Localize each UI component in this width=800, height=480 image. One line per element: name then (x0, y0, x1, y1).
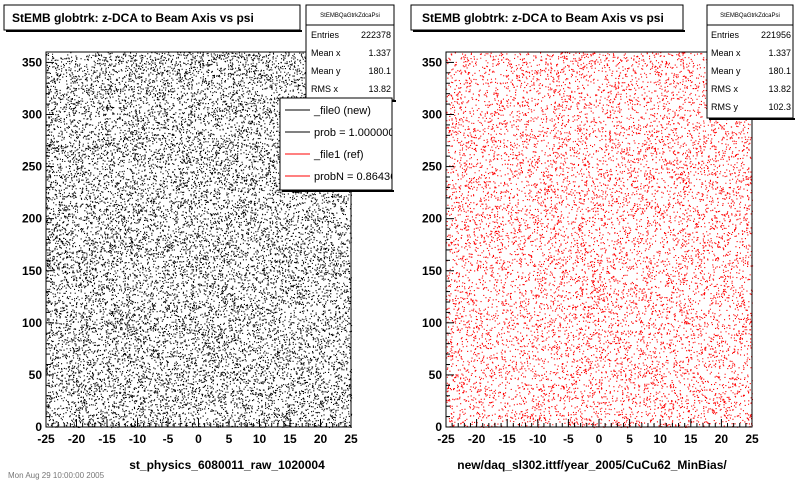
right-x-tick-label: -5 (563, 432, 574, 446)
right-stats-value: 13.82 (768, 84, 791, 94)
left-stats-value: 1.337 (368, 48, 391, 58)
left-stats-value: 13.82 (368, 84, 391, 94)
right-x-tick-label: 10 (654, 432, 668, 446)
right-x-tick-label: 20 (715, 432, 729, 446)
legend-entry-label: _file1 (ref) (313, 149, 364, 161)
left-stats-value: 180.1 (368, 66, 391, 76)
left-title: StEMB globtrk: z-DCA to Beam Axis vs psi (12, 11, 254, 25)
right-y-tick-label: 150 (422, 264, 442, 278)
right-title-box: StEMB globtrk: z-DCA to Beam Axis vs psi (410, 4, 685, 32)
right-stats-label: RMS y (711, 102, 739, 112)
right-y-tick-label: 200 (422, 212, 442, 226)
left-title-box: StEMB globtrk: z-DCA to Beam Axis vs psi (3, 4, 302, 32)
right-y-tick-label: 250 (422, 160, 442, 174)
left-plot-points (46, 52, 353, 429)
left-stats-label: Entries (311, 30, 340, 40)
left-x-tick-label: -15 (98, 432, 116, 446)
right-stats-value: 180.1 (768, 66, 791, 76)
left-scatter-markers (46, 52, 353, 429)
right-y-tick-label: 300 (422, 108, 442, 122)
right-scatter-markers (446, 52, 754, 429)
left-y-tick-label: 100 (22, 316, 42, 330)
footer-timestamp: Mon Aug 29 10:00:00 2005 (8, 471, 105, 480)
right-x-tick-labels: -25 -20 -15 -10 -5 0 5 10 15 20 25 (437, 432, 759, 446)
left-y-ticks (46, 51, 54, 428)
legend-entry-label: prob = 1.000000 (314, 127, 394, 139)
right-x-tick-label: -25 (437, 432, 455, 446)
right-title: StEMB globtrk: z-DCA to Beam Axis vs psi (422, 11, 664, 25)
right-y-tick-label: 50 (429, 368, 443, 382)
left-pad: -25 -20 -15 -10 -5 0 5 10 15 20 25 0 50 100 150 200 250… (3, 4, 402, 480)
right-x-tick-label: 0 (596, 432, 603, 446)
left-x-tick-label: 15 (283, 432, 297, 446)
left-stats-label: Mean x (311, 48, 341, 58)
right-stats-value: 221956 (761, 30, 791, 40)
right-plot-points (446, 52, 754, 429)
right-x-tick-label: 25 (745, 432, 759, 446)
right-stats-box: StEMBQaGtrkZdcaPsi Entries 221956 Mean x 1.… (706, 4, 795, 120)
left-y-tick-label: 350 (22, 55, 42, 69)
left-stats-value: 222378 (361, 30, 391, 40)
left-x-tick-label: -25 (37, 432, 55, 446)
left-y-tick-label: 300 (22, 108, 42, 122)
left-stats-name: StEMBQaGtrkZdcaPsi (320, 13, 380, 19)
left-x-tick-label: 0 (195, 432, 202, 446)
right-stats-label: Mean x (711, 48, 741, 58)
right-x-axis-label: new/daq_sl302.ittf/year_2005/CuCu62_MinB… (457, 458, 727, 472)
left-x-tick-label: 20 (314, 432, 328, 446)
left-stats-label: RMS x (311, 84, 339, 94)
left-y-tick-label: 200 (22, 212, 42, 226)
right-stats-label: RMS x (711, 84, 739, 94)
left-y-tick-label: 50 (29, 368, 43, 382)
right-stats-label: Mean y (711, 66, 741, 76)
right-stats-value: 1.337 (768, 48, 791, 58)
left-y-tick-labels: 0 50 100 150 200 250 300 350 (22, 55, 42, 434)
left-y-tick-label: 250 (22, 160, 42, 174)
right-x-tick-label: -10 (529, 432, 547, 446)
right-y-tick-label: 0 (435, 420, 442, 434)
left-stats-box: StEMBQaGtrkZdcaPsi Entries 222378 Mean x 1.… (305, 4, 396, 102)
right-pad: -25 -20 -15 -10 -5 0 5 10 15 20 25 0 50 100 150 200 250… (410, 4, 795, 472)
right-x-tick-label: 15 (684, 432, 698, 446)
left-y-tick-label: 0 (35, 420, 42, 434)
left-x-tick-label: 5 (226, 432, 233, 446)
left-y-tick-label: 150 (22, 264, 42, 278)
right-y-tick-labels: 0 50 100 150 200 250 300 350 (422, 55, 442, 434)
left-x-tick-label: -5 (163, 432, 174, 446)
left-x-tick-label: 25 (344, 432, 358, 446)
right-x-tick-label: -20 (468, 432, 486, 446)
right-y-tick-label: 350 (422, 55, 442, 69)
right-y-ticks (446, 51, 454, 428)
legend-entry-label: probN = 0.864360 (314, 171, 402, 183)
right-stats-value: 102.3 (768, 102, 791, 112)
left-legend-box: _file0 (new) prob = 1.000000 _file1 (ref) p… (279, 97, 402, 192)
left-stats-label: Mean y (311, 66, 341, 76)
right-x-ticks (445, 419, 753, 427)
right-x-tick-label: 5 (626, 432, 633, 446)
right-y-tick-label: 100 (422, 316, 442, 330)
left-x-tick-labels: -25 -20 -15 -10 -5 0 5 10 15 20 25 (37, 432, 358, 446)
left-x-ticks (45, 419, 352, 427)
left-x-tick-label: -10 (129, 432, 147, 446)
legend-entry-label: _file0 (new) (313, 105, 371, 117)
left-x-tick-label: 10 (253, 432, 267, 446)
right-stats-name: StEMBQaGtrkZdcaPsi (720, 13, 780, 19)
left-x-tick-label: -20 (68, 432, 86, 446)
right-stats-label: Entries (711, 30, 740, 40)
right-x-tick-label: -15 (499, 432, 517, 446)
left-x-axis-label: st_physics_6080011_raw_1020004 (129, 458, 325, 472)
